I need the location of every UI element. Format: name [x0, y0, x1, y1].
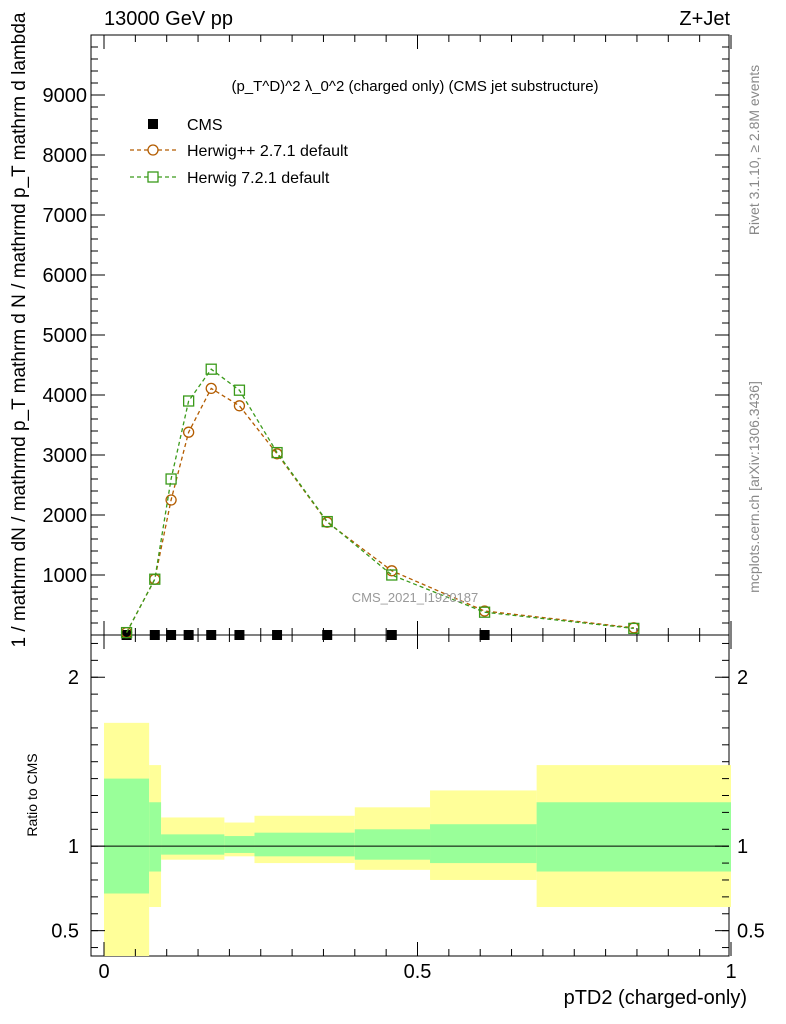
legend-entry-label: Herwig 7.2.1 default [187, 170, 330, 187]
legend-marker-circle [147, 144, 159, 156]
y-tick-label: 4000 [43, 385, 88, 407]
ratio-band-inner [149, 802, 162, 872]
cms-data-point [206, 630, 217, 640]
y-tick-label: 9000 [43, 85, 88, 107]
ratio-y-tick-label: 1 [68, 836, 79, 858]
series-line-2 [125, 368, 634, 633]
y-tick-label: 6000 [43, 265, 88, 287]
y-tick-label: 2000 [43, 505, 88, 527]
ratio-axis-ticks: 0.5 0.5 1 1 2 2 [51, 642, 765, 949]
main-axis-ticks: 1000 2000 3000 4000 5000 6000 7000 8000 9000 0 0.5… [43, 35, 737, 983]
herwig7-point [478, 606, 491, 618]
y-tick-label: 8000 [43, 145, 88, 167]
herwig7-point [628, 622, 640, 635]
x-tick-label: 1 [725, 961, 736, 983]
legend: CMS Herwig++ 2.7.1 default Herwig 7.2.1 de… [130, 117, 349, 187]
ratio-band-inner [254, 832, 355, 857]
ratio-y-tick-label: 0.5 [51, 921, 79, 943]
header-energy-label: 13000 GeV pp [104, 8, 233, 30]
ratio-bands [104, 722, 731, 956]
herwigpp-point [233, 400, 246, 412]
y-tick-label: 5000 [43, 325, 88, 347]
cms-data-point [322, 630, 333, 640]
herwigpp-point [205, 382, 217, 395]
ratio-y-axis-title: Ratio to CMS [24, 753, 40, 837]
ratio-y-tick-label-right: 1 [737, 836, 748, 858]
x-tick-label: 0 [98, 961, 109, 983]
herwig7-point [165, 473, 177, 485]
y-tick-label: 7000 [43, 205, 88, 227]
herwig7-point [182, 395, 195, 407]
main-y-axis-title: 1 / mathrm dN / mathrmd p_T mathrm d N /… [9, 12, 30, 648]
herwig7-point [321, 515, 333, 528]
ratio-band-inner [161, 834, 225, 855]
cms-data-point [121, 630, 132, 640]
plot-title: (p_T^D)^2 λ_0^2 (charged only) (CMS jet … [231, 78, 599, 95]
herwig7-point [120, 626, 133, 639]
x-tick-label: 0.5 [404, 961, 432, 983]
ratio-band-inner [430, 824, 537, 864]
cms-data-point [272, 630, 283, 640]
legend-entry-label: CMS [187, 117, 223, 134]
ratio-y-tick-label-right: 2 [737, 667, 748, 689]
herwig7-point [271, 446, 283, 459]
series-layer [120, 363, 640, 640]
cms-data-point [479, 630, 490, 640]
x-axis-title: pTD2 (charged-only) [563, 987, 747, 1009]
cms-data-point [183, 630, 194, 640]
legend-entry-label: Herwig++ 2.7.1 default [187, 143, 349, 160]
rivet-version-label: Rivet 3.1.10, ≥ 2.8M events [746, 64, 762, 236]
ratio-band-inner [354, 829, 431, 860]
y-tick-label: 1000 [43, 565, 88, 587]
herwig7-point [149, 573, 161, 585]
cms-data-point [166, 630, 177, 640]
y-tick-label: 3000 [43, 445, 88, 467]
herwigpp-point [321, 516, 333, 528]
legend-marker-square [147, 171, 159, 183]
herwig7-point [233, 384, 246, 396]
cms-data-point [386, 630, 397, 640]
ratio-band-inner [104, 778, 150, 894]
herwigpp-point [165, 494, 177, 506]
ratio-band-inner [536, 802, 731, 872]
analysis-watermark: CMS_2021_I1920187 [351, 590, 479, 605]
herwig7-point [386, 569, 398, 581]
cms-data-point [149, 630, 160, 640]
ratio-band-inner [224, 836, 255, 853]
ratio-y-tick-label-right: 0.5 [737, 921, 765, 943]
herwig7-point [205, 363, 217, 375]
legend-marker-cms [148, 119, 158, 129]
herwigpp-point [182, 426, 195, 438]
ratio-y-tick-label: 2 [68, 667, 79, 689]
cms-data-point [234, 630, 245, 640]
mcplots-label: mcplots.cern.ch [arXiv:1306.3436] [746, 381, 762, 593]
header-process-label: Z+Jet [679, 8, 730, 30]
series-line-1 [125, 387, 634, 633]
